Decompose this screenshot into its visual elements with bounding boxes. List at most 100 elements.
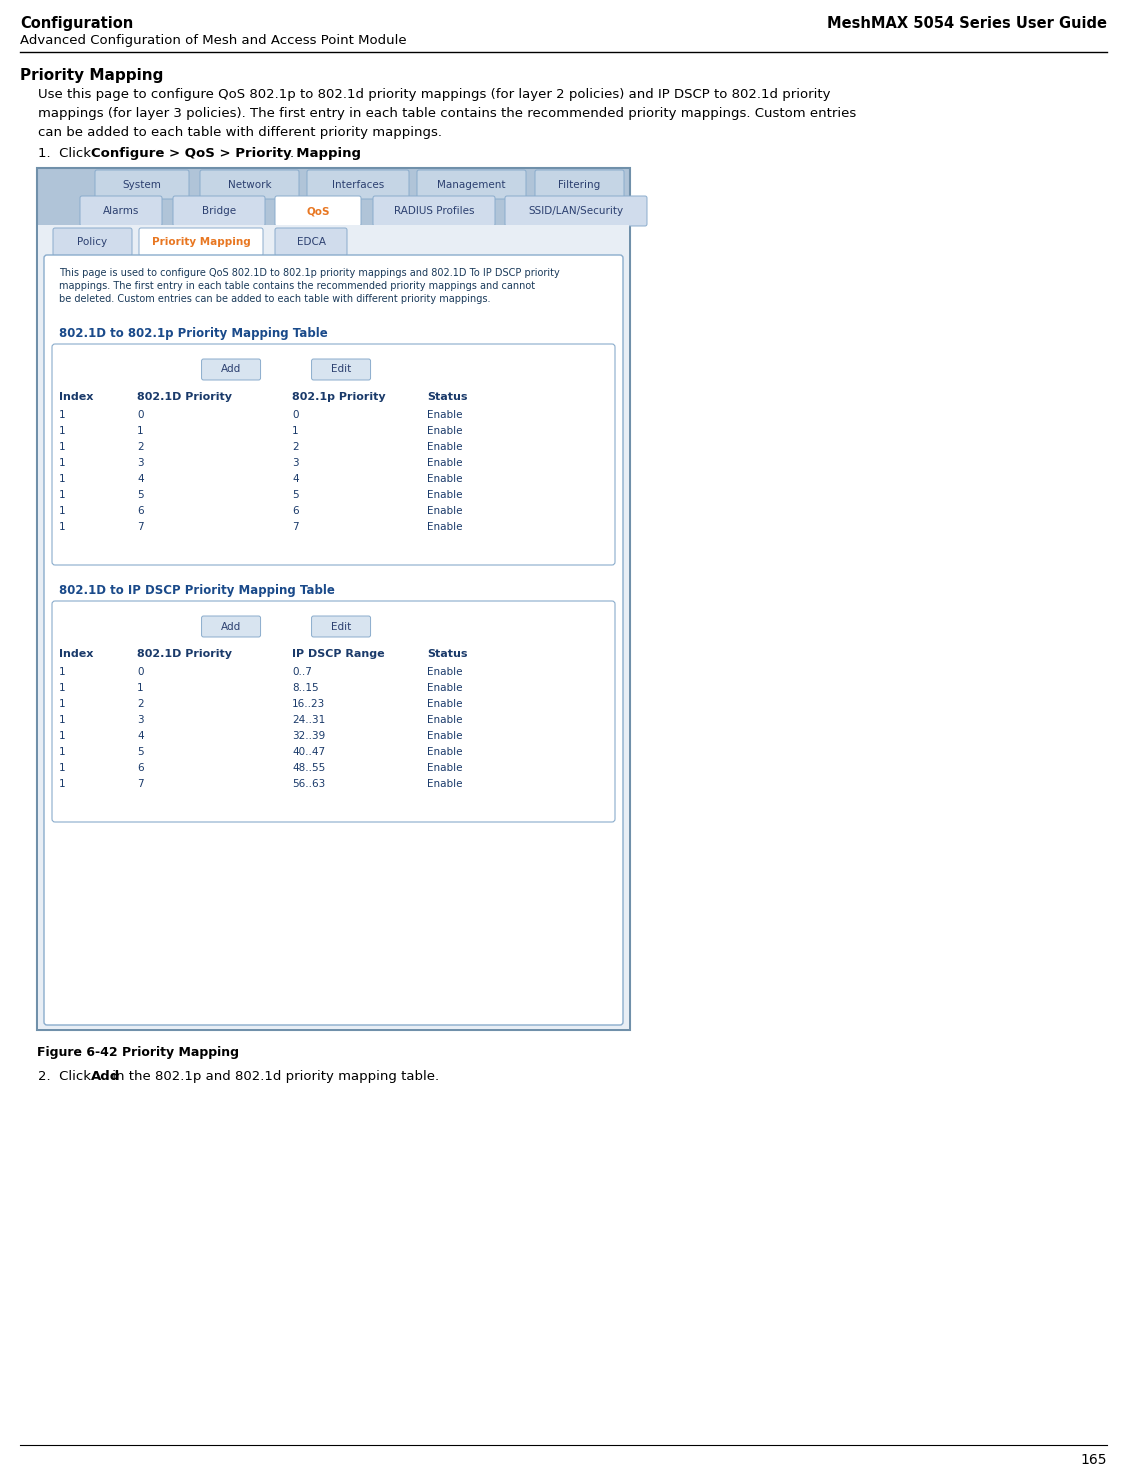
Text: 1: 1 <box>59 410 65 420</box>
FancyBboxPatch shape <box>80 197 162 226</box>
Text: 6: 6 <box>137 763 143 774</box>
Text: 56..63: 56..63 <box>292 780 326 788</box>
Text: Edit: Edit <box>331 621 352 631</box>
Text: SSID/LAN/Security: SSID/LAN/Security <box>529 206 623 216</box>
Text: 32..39: 32..39 <box>292 731 326 741</box>
Text: 1: 1 <box>59 474 65 484</box>
Text: 7: 7 <box>292 523 299 531</box>
Text: 48..55: 48..55 <box>292 763 326 774</box>
Text: 16..23: 16..23 <box>292 699 326 709</box>
Text: 0: 0 <box>292 410 299 420</box>
Text: 1: 1 <box>59 490 65 501</box>
Text: 1: 1 <box>59 731 65 741</box>
Text: 1: 1 <box>59 442 65 452</box>
FancyBboxPatch shape <box>174 197 265 226</box>
Text: 4: 4 <box>137 474 143 484</box>
FancyBboxPatch shape <box>505 197 647 226</box>
Text: Policy: Policy <box>78 236 107 247</box>
Text: Enable: Enable <box>427 442 462 452</box>
Text: Status: Status <box>427 649 468 659</box>
Text: 2: 2 <box>292 442 299 452</box>
Text: in the 802.1p and 802.1d priority mapping table.: in the 802.1p and 802.1d priority mappin… <box>108 1070 440 1083</box>
Text: 6: 6 <box>292 506 299 515</box>
Text: .: . <box>290 147 294 160</box>
Text: 802.1D Priority: 802.1D Priority <box>137 649 232 659</box>
FancyBboxPatch shape <box>202 360 260 380</box>
Text: 1: 1 <box>59 715 65 725</box>
Text: 165: 165 <box>1081 1453 1107 1467</box>
Text: EDCA: EDCA <box>296 236 326 247</box>
Text: Alarms: Alarms <box>103 206 140 216</box>
Text: 24..31: 24..31 <box>292 715 326 725</box>
Text: Advanced Configuration of Mesh and Access Point Module: Advanced Configuration of Mesh and Acces… <box>20 34 407 47</box>
Text: 5: 5 <box>137 490 143 501</box>
FancyBboxPatch shape <box>275 197 361 226</box>
Text: Configure > QoS > Priority Mapping: Configure > QoS > Priority Mapping <box>90 147 361 160</box>
Text: This page is used to configure QoS 802.1D to 802.1p priority mappings and 802.1D: This page is used to configure QoS 802.1… <box>59 269 560 277</box>
Text: 8..15: 8..15 <box>292 683 319 693</box>
Text: Bridge: Bridge <box>202 206 236 216</box>
Text: Priority Mapping: Priority Mapping <box>152 236 250 247</box>
Text: Add: Add <box>221 364 241 374</box>
Text: be deleted. Custom entries can be added to each table with different priority ma: be deleted. Custom entries can be added … <box>59 294 490 304</box>
Text: 0..7: 0..7 <box>292 666 312 677</box>
FancyBboxPatch shape <box>139 228 263 255</box>
Text: Enable: Enable <box>427 747 462 757</box>
Text: Interfaces: Interfaces <box>331 179 384 189</box>
Text: 1: 1 <box>137 683 143 693</box>
Text: Edit: Edit <box>331 364 352 374</box>
Text: 1: 1 <box>59 506 65 515</box>
FancyBboxPatch shape <box>311 617 371 637</box>
Text: Network: Network <box>228 179 272 189</box>
Text: System: System <box>123 179 161 189</box>
FancyBboxPatch shape <box>417 170 526 200</box>
Text: 1: 1 <box>59 523 65 531</box>
Text: Add: Add <box>221 621 241 631</box>
Text: 1: 1 <box>59 666 65 677</box>
Text: 3: 3 <box>137 715 143 725</box>
Text: 1: 1 <box>59 747 65 757</box>
Text: 802.1p Priority: 802.1p Priority <box>292 392 385 402</box>
Text: Enable: Enable <box>427 780 462 788</box>
Text: Enable: Enable <box>427 426 462 436</box>
Text: QoS: QoS <box>307 206 330 216</box>
FancyBboxPatch shape <box>373 197 495 226</box>
Text: 1: 1 <box>59 699 65 709</box>
Text: 1: 1 <box>59 763 65 774</box>
Text: Enable: Enable <box>427 458 462 468</box>
Text: 7: 7 <box>137 523 143 531</box>
Text: 802.1D Priority: 802.1D Priority <box>137 392 232 402</box>
Text: Enable: Enable <box>427 763 462 774</box>
FancyBboxPatch shape <box>275 228 347 255</box>
Text: Add: Add <box>90 1070 119 1083</box>
Text: 7: 7 <box>137 780 143 788</box>
Text: Management: Management <box>437 179 506 189</box>
Text: 802.1D to IP DSCP Priority Mapping Table: 802.1D to IP DSCP Priority Mapping Table <box>59 584 335 597</box>
Text: Enable: Enable <box>427 731 462 741</box>
FancyBboxPatch shape <box>199 170 299 200</box>
Text: 1: 1 <box>59 426 65 436</box>
Text: 1: 1 <box>137 426 143 436</box>
FancyBboxPatch shape <box>535 170 624 200</box>
Text: 5: 5 <box>292 490 299 501</box>
FancyBboxPatch shape <box>38 225 629 1029</box>
FancyBboxPatch shape <box>52 344 615 565</box>
Text: mappings (for layer 3 policies). The first entry in each table contains the reco: mappings (for layer 3 policies). The fir… <box>38 107 857 120</box>
Text: IP DSCP Range: IP DSCP Range <box>292 649 384 659</box>
Text: mappings. The first entry in each table contains the recommended priority mappin: mappings. The first entry in each table … <box>59 280 535 291</box>
Text: 6: 6 <box>137 506 143 515</box>
Text: Enable: Enable <box>427 506 462 515</box>
Text: Enable: Enable <box>427 474 462 484</box>
Text: Figure 6-42 Priority Mapping: Figure 6-42 Priority Mapping <box>37 1047 239 1058</box>
Text: 2: 2 <box>137 442 143 452</box>
Text: 1: 1 <box>59 683 65 693</box>
Text: Filtering: Filtering <box>558 179 601 189</box>
Text: Priority Mapping: Priority Mapping <box>20 68 163 84</box>
Text: Enable: Enable <box>427 666 462 677</box>
Text: 802.1D to 802.1p Priority Mapping Table: 802.1D to 802.1p Priority Mapping Table <box>59 327 328 341</box>
Text: Enable: Enable <box>427 699 462 709</box>
Text: Enable: Enable <box>427 523 462 531</box>
Text: 1: 1 <box>292 426 299 436</box>
Text: 3: 3 <box>137 458 143 468</box>
Text: 0: 0 <box>137 410 143 420</box>
